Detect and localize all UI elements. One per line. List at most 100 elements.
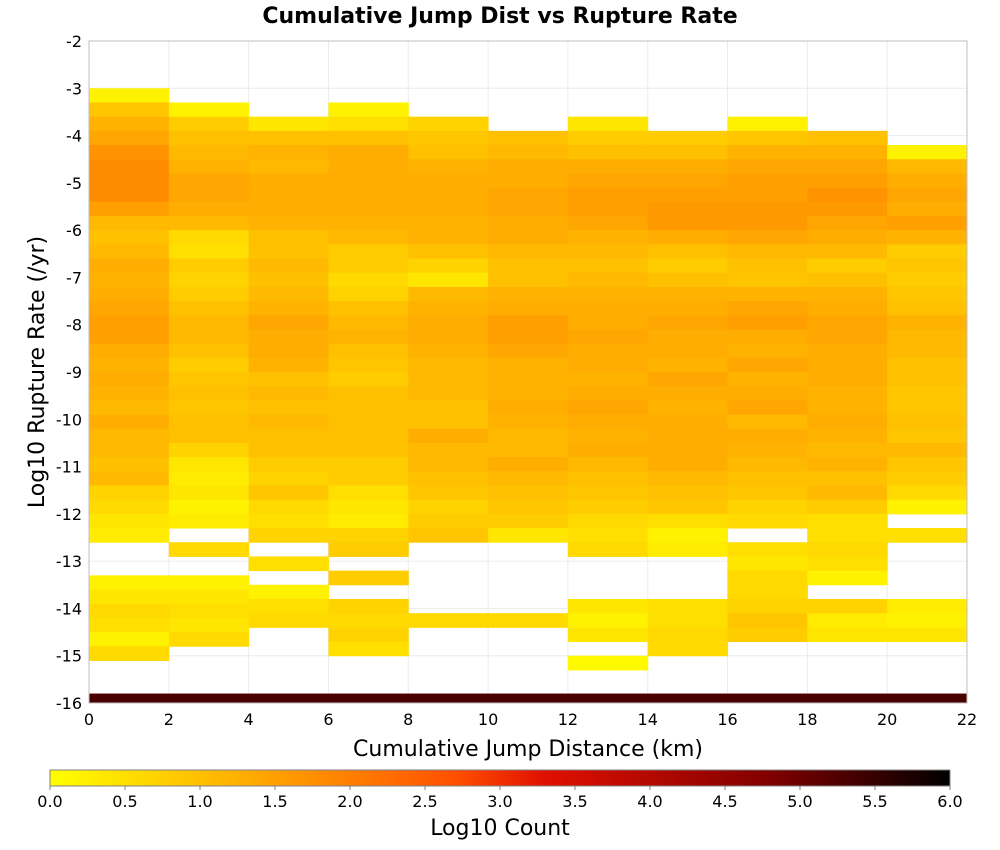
heatmap-cell	[89, 187, 170, 203]
heatmap-cell	[727, 499, 808, 515]
x-tick-label: 8	[403, 710, 413, 729]
heatmap-cell	[248, 457, 329, 472]
heatmap-cell	[807, 329, 888, 345]
y-tick-label: -10	[56, 410, 82, 429]
heatmap-cell	[248, 471, 329, 486]
x-tick-label: 4	[244, 710, 254, 729]
heatmap-cell	[168, 499, 250, 515]
heatmap-cell	[248, 130, 329, 146]
heatmap-cell	[89, 589, 170, 605]
heatmap-cell	[168, 201, 250, 217]
heatmap-cell	[567, 414, 649, 430]
x-tick-label: 12	[558, 710, 578, 729]
heatmap-cell	[408, 315, 489, 330]
heatmap-cell	[647, 301, 729, 316]
heatmap-cell	[567, 613, 649, 628]
heatmap-cell	[248, 201, 329, 217]
y-tick-label: -9	[66, 363, 82, 382]
heatmap-cell	[727, 343, 808, 359]
heatmap-cell	[248, 400, 329, 416]
heatmap-cell	[807, 442, 888, 458]
heatmap-cell	[408, 145, 489, 160]
heatmap-cell	[248, 286, 329, 302]
heatmap-cell	[168, 414, 250, 430]
heatmap-cell	[248, 315, 329, 330]
heatmap-cell	[328, 244, 409, 260]
heatmap-cell	[408, 357, 489, 373]
colorbar-ticks: 0.0 0.5 1.0 1.5 2.0 2.5 3.0 3.5 4.0 4.5 5.0 5.5 6.0	[37, 786, 963, 811]
heatmap-cell	[887, 485, 968, 501]
y-tick-label: -14	[56, 599, 82, 618]
heatmap-cell	[488, 372, 569, 387]
heatmap-cell	[168, 457, 250, 472]
heatmap-cell	[887, 201, 968, 217]
heatmap-cell	[89, 499, 170, 515]
heatmap-cell	[488, 357, 569, 373]
heatmap-cell	[408, 400, 489, 416]
heatmap-cell	[168, 230, 250, 245]
heatmap-cell	[807, 598, 888, 614]
heatmap-cell	[168, 130, 250, 146]
heatmap-cell	[727, 230, 808, 245]
heatmap-cell	[647, 528, 729, 543]
colorbar-tick-label: 0.0	[37, 792, 62, 811]
heatmap-cell	[727, 613, 808, 628]
heatmap-cell	[89, 575, 170, 591]
heatmap-cell	[328, 627, 409, 643]
heatmap-cell	[887, 258, 968, 274]
heatmap-cell	[727, 414, 808, 430]
heatmap-cell	[488, 145, 569, 160]
heatmap-cell	[168, 542, 250, 557]
heatmap-cell	[328, 272, 409, 288]
colorbar-tick-label: 2.0	[337, 792, 362, 811]
heatmap-cell	[807, 513, 888, 529]
heatmap-cell	[89, 442, 170, 458]
heatmap-cell	[89, 215, 170, 231]
heatmap-cell	[727, 556, 808, 572]
heatmap-cell	[807, 613, 888, 628]
heatmap-cell	[408, 499, 489, 515]
heatmap-cell	[807, 230, 888, 245]
heatmap-cell	[647, 442, 729, 458]
heatmap-cell	[408, 201, 489, 217]
heatmap-cell	[567, 286, 649, 302]
heatmap-cell	[89, 414, 170, 430]
heatmap-cell	[727, 513, 808, 529]
x-tick-label: 14	[638, 710, 658, 729]
heatmap-cell	[567, 528, 649, 543]
heatmap-cell	[89, 258, 170, 274]
heatmap-cell	[488, 244, 569, 260]
heatmap-cell	[647, 329, 729, 345]
heatmap-cell	[567, 145, 649, 160]
heatmap-cell	[488, 159, 569, 174]
heatmap-cell	[647, 414, 729, 430]
heatmap-cell	[248, 244, 329, 260]
heatmap-cell	[89, 603, 170, 619]
heatmap-cell	[89, 513, 170, 529]
heatmap-cell	[328, 542, 409, 557]
heatmap-cell	[168, 471, 250, 486]
heatmap-cell	[807, 556, 888, 572]
heatmap-cell	[567, 201, 649, 217]
heatmap-cell	[488, 258, 569, 274]
heatmap-cell	[408, 386, 489, 401]
heatmap-cell	[567, 116, 649, 132]
heatmap-cell	[647, 286, 729, 302]
heatmap-cell	[887, 414, 968, 430]
heatmap-cell	[89, 485, 170, 501]
y-tick-label: -6	[66, 221, 82, 240]
heatmap-cell	[488, 215, 569, 231]
heatmap-cell	[168, 102, 250, 118]
colorbar-tick-label: 6.0	[937, 792, 962, 811]
heatmap-cell	[807, 499, 888, 515]
heatmap-cell	[887, 613, 968, 628]
heatmap-cell	[248, 258, 329, 274]
heatmap-cell	[168, 386, 250, 401]
x-tick-label: 0	[84, 710, 94, 729]
x-tick-label: 10	[478, 710, 498, 729]
heatmap-cell	[488, 315, 569, 330]
heatmap-cell	[89, 617, 170, 633]
heatmap-cell	[727, 187, 808, 203]
heatmap-cell	[807, 159, 888, 174]
heatmap-cell	[89, 130, 170, 146]
